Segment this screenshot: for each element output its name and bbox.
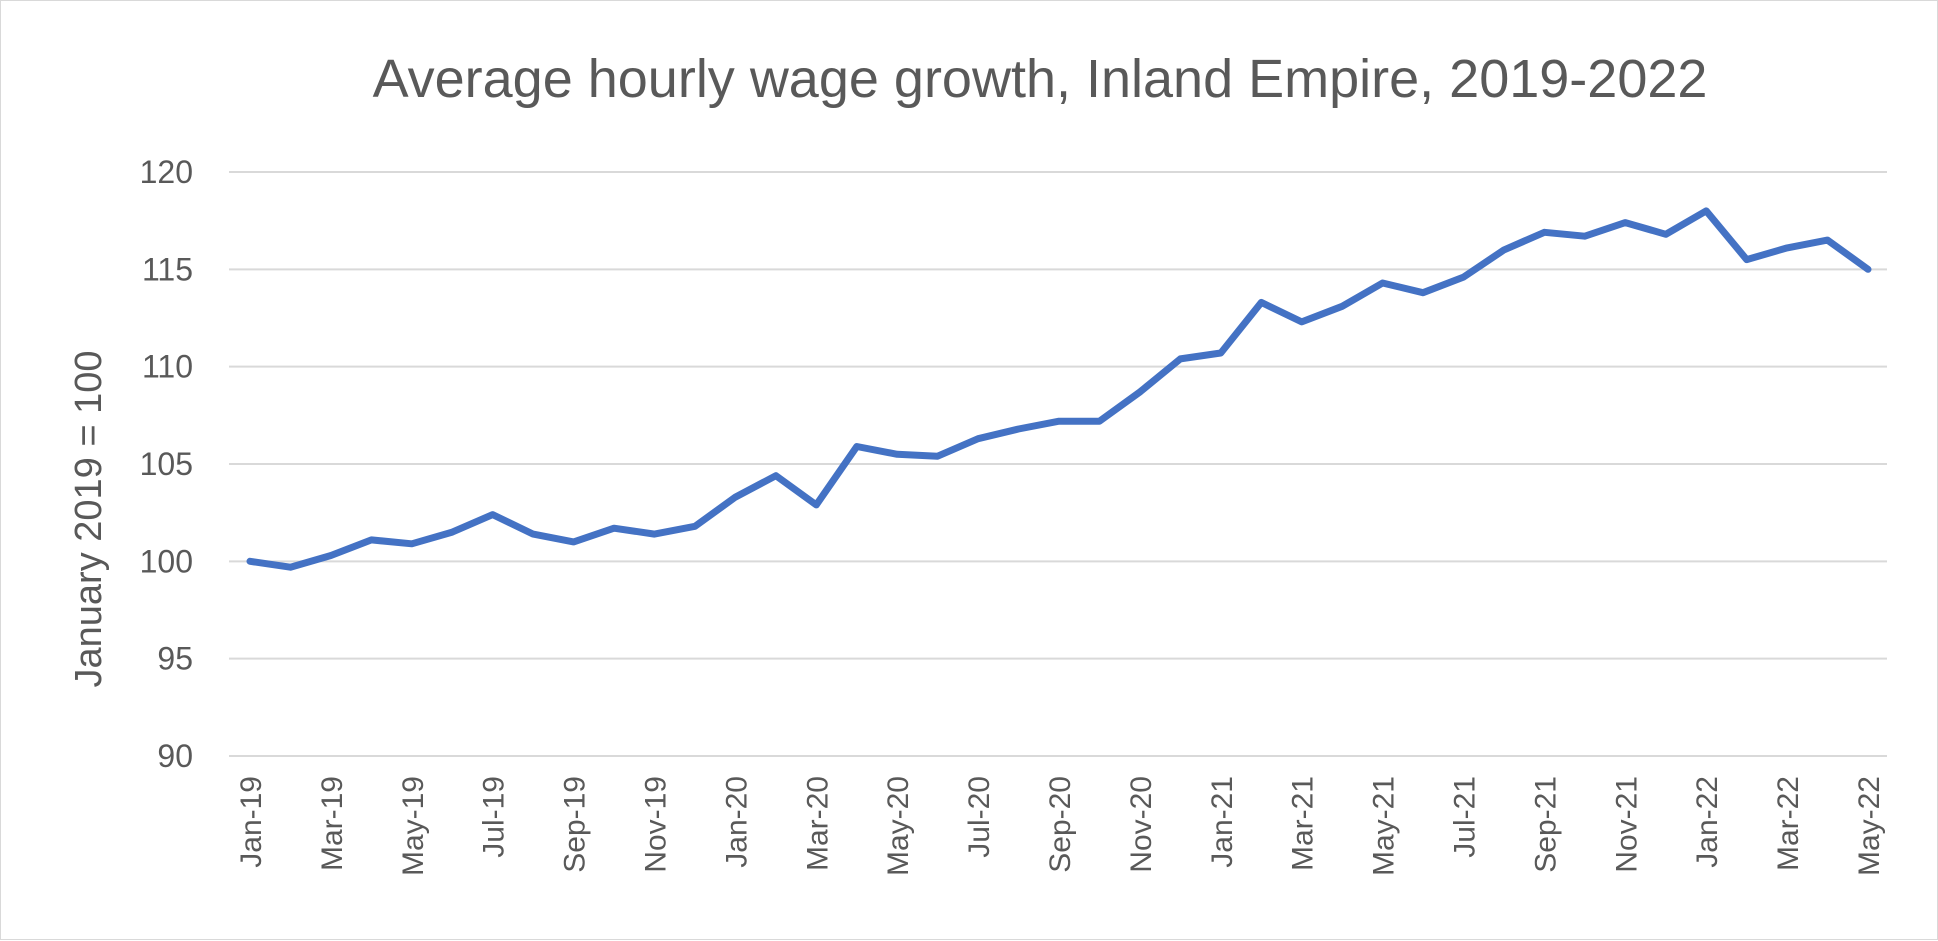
y-tick-label: 90: [157, 738, 193, 774]
x-tick-label: Sep-19: [559, 776, 592, 873]
y-axis-ticks: 90 95 100 105 110 115 120: [140, 154, 193, 774]
x-tick-label: Jan-22: [1691, 776, 1724, 868]
x-tick-label: Sep-21: [1529, 776, 1562, 873]
x-tick-label: Nov-19: [640, 776, 673, 873]
x-axis-ticks: Jan-19 Mar-19 May-19 Jul-19 Sep-19 Nov-19 Jan-…: [235, 776, 1886, 876]
x-tick-label: Sep-20: [1044, 776, 1077, 873]
series-line: [246, 207, 1872, 571]
x-tick-label: Mar-20: [801, 776, 834, 871]
x-tick-label: Mar-21: [1287, 776, 1320, 871]
y-axis-label: January 2019 = 100: [68, 351, 110, 688]
x-tick-label: Nov-21: [1610, 776, 1643, 873]
y-tick-label: 110: [142, 349, 193, 385]
y-tick-label: 100: [140, 543, 193, 579]
x-tick-label: Jan-21: [1206, 776, 1239, 868]
x-tick-label: Mar-19: [316, 776, 349, 871]
x-tick-label: May-21: [1368, 776, 1401, 876]
y-tick-label: 105: [140, 446, 193, 482]
x-tick-label: May-20: [882, 776, 915, 876]
x-tick-label: May-19: [397, 776, 430, 876]
y-tick-label: 120: [140, 154, 193, 190]
x-tick-label: Jan-20: [720, 776, 753, 868]
x-tick-label: Mar-22: [1772, 776, 1805, 871]
x-tick-label: Jul-19: [478, 776, 511, 858]
x-tick-label: Nov-20: [1125, 776, 1158, 873]
x-tick-label: Jan-19: [235, 776, 268, 868]
series-group: [246, 207, 1872, 571]
gridlines: [229, 171, 1887, 757]
y-tick-label: 95: [157, 641, 193, 677]
x-tick-label: May-22: [1853, 776, 1886, 876]
chart-title: Average hourly wage growth, Inland Empir…: [373, 49, 1708, 109]
x-tick-label: Jul-20: [963, 776, 996, 858]
x-tick-label: Jul-21: [1449, 776, 1482, 858]
y-tick-label: 115: [142, 251, 193, 287]
